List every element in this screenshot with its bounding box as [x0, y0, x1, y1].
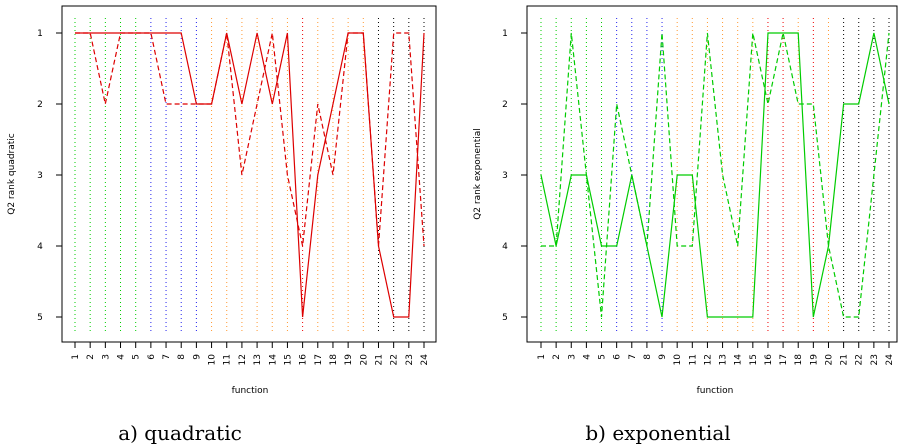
x-tick-label: 16: [764, 354, 774, 366]
x-tick-label: 17: [314, 354, 324, 365]
x-tick-label: 10: [673, 354, 683, 366]
x-tick-label: 14: [268, 354, 278, 366]
x-tick-label: 22: [855, 354, 865, 365]
plot-frame: [61, 5, 437, 343]
x-tick-label: 6: [147, 354, 157, 360]
x-tick-label: 15: [749, 354, 759, 365]
series-line-dashed: [541, 32, 890, 318]
y-tick-label: 2: [502, 100, 508, 110]
x-tick-label: 2: [86, 354, 96, 360]
series-line-solid: [75, 32, 425, 318]
y-tick-label: 3: [502, 171, 508, 181]
x-tick-label: 11: [223, 354, 233, 365]
x-tick-label: 1: [71, 354, 81, 360]
x-tick-label: 3: [101, 354, 111, 360]
y-tick-label: 4: [502, 242, 508, 252]
x-tick-label: 17: [779, 354, 789, 365]
x-tick-label: 9: [192, 354, 202, 360]
panel-caption: b) exponential: [585, 421, 730, 445]
x-tick-label: 12: [703, 354, 713, 365]
x-tick-label: 19: [809, 354, 819, 366]
y-tick-label: 1: [37, 29, 43, 39]
series-line-solid: [540, 32, 890, 318]
x-tick-label: 19: [344, 354, 354, 366]
x-tick-label: 24: [420, 354, 430, 366]
x-tick-label: 7: [162, 354, 172, 360]
x-tick-label: 21: [840, 354, 850, 365]
y-axis-label: Q2 rank exponential: [473, 128, 483, 220]
x-tick-label: 13: [719, 354, 729, 365]
y-tick-label: 1: [502, 29, 508, 39]
x-tick-label: 11: [688, 354, 698, 365]
x-tick-label: 8: [643, 354, 653, 360]
y-tick-label: 5: [502, 313, 508, 323]
y-tick-label: 4: [37, 242, 43, 252]
x-axis-label: function: [232, 386, 269, 396]
x-tick-label: 2: [552, 354, 562, 360]
x-tick-label: 3: [567, 354, 577, 360]
y-tick-label: 5: [37, 313, 43, 323]
x-tick-label: 5: [598, 354, 608, 360]
x-tick-label: 12: [238, 354, 248, 365]
x-tick-label: 4: [582, 354, 592, 360]
x-tick-label: 18: [794, 354, 804, 366]
x-tick-label: 1: [537, 354, 547, 360]
x-tick-label: 8: [177, 354, 187, 360]
x-tick-label: 23: [870, 354, 880, 365]
x-tick-label: 4: [117, 354, 127, 360]
x-tick-label: 18: [329, 354, 339, 366]
x-axis-label: function: [697, 386, 734, 396]
y-tick-label: 2: [37, 100, 43, 110]
x-tick-label: 5: [132, 354, 142, 360]
plot-frame: [526, 5, 898, 343]
x-tick-label: 24: [885, 354, 895, 366]
x-tick-label: 16: [299, 354, 309, 366]
x-tick-label: 20: [359, 354, 369, 366]
x-tick-label: 10: [208, 354, 218, 366]
x-tick-label: 9: [658, 354, 668, 360]
x-tick-label: 6: [613, 354, 623, 360]
series-line-dashed: [75, 32, 425, 247]
y-axis-label: Q2 rank quadratic: [7, 133, 17, 215]
x-tick-label: 21: [374, 354, 384, 365]
x-tick-label: 22: [390, 354, 400, 365]
x-tick-label: 7: [628, 354, 638, 360]
x-tick-label: 23: [405, 354, 415, 365]
panel-caption: a) quadratic: [118, 421, 242, 445]
x-tick-label: 13: [253, 354, 263, 365]
x-tick-label: 14: [734, 354, 744, 366]
x-tick-label: 15: [283, 354, 293, 365]
x-tick-label: 20: [824, 354, 834, 366]
y-tick-label: 3: [37, 171, 43, 181]
